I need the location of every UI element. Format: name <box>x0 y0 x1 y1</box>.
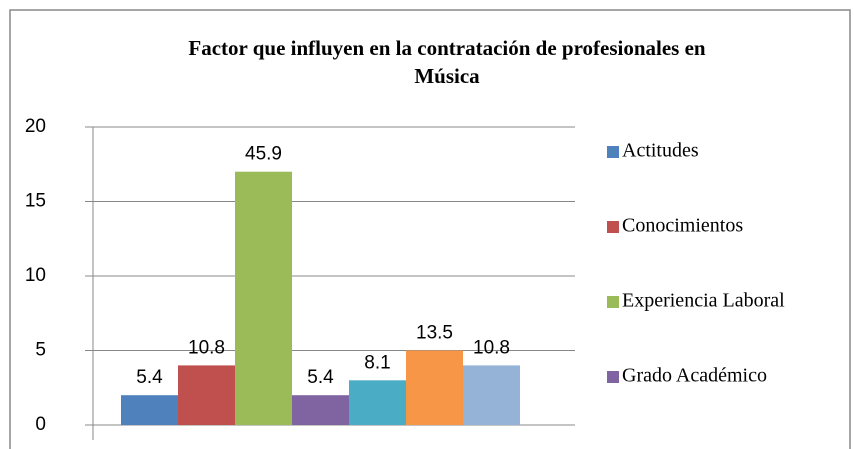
data-label: 8.1 <box>364 352 390 373</box>
y-tick-label: 10 <box>25 265 46 286</box>
data-label: 5.4 <box>136 367 163 388</box>
data-label: 45.9 <box>245 144 282 165</box>
data-label: 10.8 <box>473 337 510 358</box>
legend-swatch <box>607 371 619 383</box>
bar <box>406 350 463 425</box>
legend-label: Actitudes <box>622 140 699 162</box>
y-tick-label: 20 <box>25 116 46 137</box>
bar <box>121 395 178 425</box>
bar <box>463 365 520 425</box>
legend-label: Conocimientos <box>622 215 743 237</box>
legend-swatch <box>607 296 619 308</box>
data-label: 13.5 <box>416 323 453 344</box>
legend-label: Grado Académico <box>622 365 767 387</box>
chart-title: Música <box>414 64 480 88</box>
data-label: 10.8 <box>188 337 225 358</box>
bar <box>178 365 235 425</box>
legend-swatch <box>607 221 619 233</box>
data-label: 5.4 <box>307 367 334 388</box>
legend-label: Experiencia Laboral <box>622 290 785 312</box>
bar <box>292 395 349 425</box>
legend-swatch <box>607 146 619 158</box>
bar <box>349 380 406 425</box>
chart-title: Factor que influyen en la contratación d… <box>188 36 706 60</box>
y-tick-label: 5 <box>35 340 46 361</box>
y-tick-label: 0 <box>35 414 46 435</box>
y-tick-label: 15 <box>25 191 46 212</box>
bar <box>235 171 292 425</box>
